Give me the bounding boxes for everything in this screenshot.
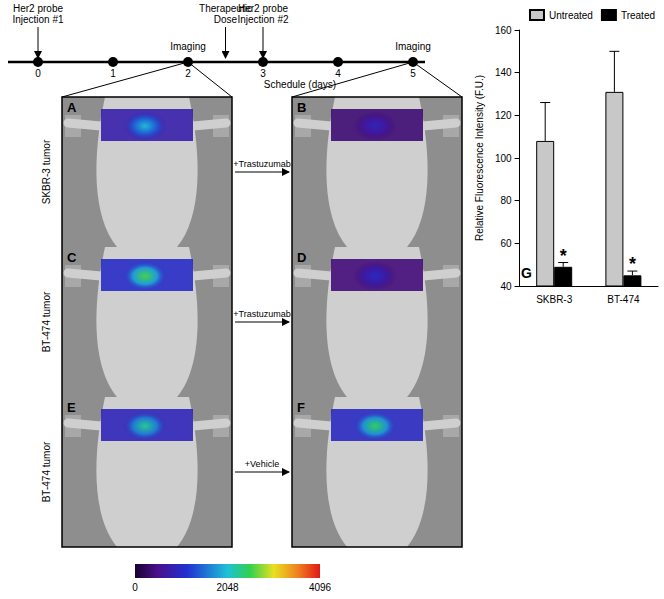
svg-text:+Trastuzumab: +Trastuzumab [233,309,290,319]
svg-text:0: 0 [35,68,41,79]
svg-text:B: B [297,100,306,115]
svg-text:Injection #1: Injection #1 [12,14,64,25]
svg-text:2: 2 [185,68,191,79]
svg-text:160: 160 [495,25,512,36]
svg-text:F: F [297,400,305,415]
svg-text:BT-474 tumor: BT-474 tumor [41,441,52,502]
svg-text:A: A [67,100,77,115]
svg-text:120: 120 [495,110,512,121]
svg-text:G: G [521,265,532,281]
svg-text:Untreated: Untreated [549,10,593,21]
svg-text:80: 80 [500,195,512,206]
svg-text:100: 100 [495,153,512,164]
svg-text:D: D [297,250,306,265]
svg-text:SKBR-3 tumor: SKBR-3 tumor [41,139,52,204]
svg-text:Relative Fluorescence Intensit: Relative Fluorescence Intensity (F.U.) [474,75,485,241]
svg-text:60: 60 [500,238,512,249]
svg-text:C: C [67,250,77,265]
svg-text:Schedule (days): Schedule (days) [264,79,336,90]
svg-text:Injection #2: Injection #2 [237,14,289,25]
svg-text:0: 0 [132,582,138,593]
svg-text:3: 3 [260,68,266,79]
svg-text:4: 4 [335,68,341,79]
svg-text:SKBR-3: SKBR-3 [536,294,573,305]
svg-text:BT-474: BT-474 [607,294,640,305]
svg-text:Treated: Treated [621,10,655,21]
svg-text:Her2 probe: Her2 probe [13,3,63,14]
svg-text:Imaging: Imaging [170,41,206,52]
svg-text:*: * [560,246,567,266]
svg-text:40: 40 [500,281,512,292]
svg-text:+Trastuzumab: +Trastuzumab [233,159,290,169]
svg-text:Her2 probe: Her2 probe [238,3,288,14]
svg-text:4096: 4096 [309,582,332,593]
svg-text:5: 5 [410,68,416,79]
svg-text:1: 1 [110,68,116,79]
svg-text:+Vehicle: +Vehicle [245,459,279,469]
svg-text:BT-474 tumor: BT-474 tumor [41,291,52,352]
svg-text:Dose: Dose [214,14,238,25]
svg-text:140: 140 [495,67,512,78]
svg-text:2048: 2048 [216,582,239,593]
svg-text:E: E [67,400,76,415]
svg-text:Imaging: Imaging [395,41,431,52]
svg-text:*: * [629,254,636,274]
svg-text:Therapeutic: Therapeutic [199,3,252,14]
